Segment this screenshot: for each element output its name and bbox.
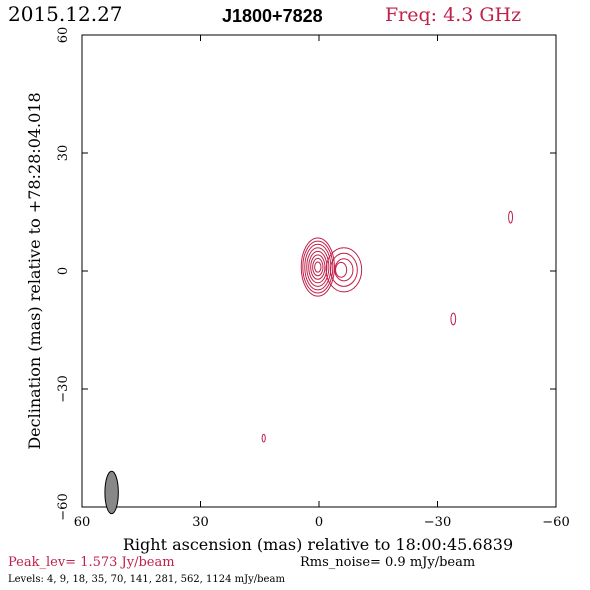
contour-ring — [325, 247, 363, 293]
x-axis-label: Right ascension (mas) relative to 18:00:… — [123, 535, 513, 554]
x-tick-label: 30 — [192, 515, 209, 530]
contour-ring — [450, 312, 457, 326]
axis-ticks — [81, 34, 557, 508]
component-spot-ne — [508, 210, 514, 224]
source-name: J1800+7828 — [222, 6, 323, 26]
plot-frame — [81, 34, 557, 508]
y-tick-label: −30 — [56, 375, 71, 402]
contour-ring — [306, 247, 330, 287]
beam-shape — [104, 470, 119, 515]
contour-ring — [310, 254, 326, 280]
component-jet-knot — [335, 261, 348, 278]
component-spot-sw — [261, 433, 266, 443]
y-tick-label: −60 — [56, 493, 71, 520]
component-jet — [325, 247, 363, 293]
frequency-label: Freq: 4.3 GHz — [385, 4, 521, 26]
contour-ring — [261, 433, 266, 443]
y-tick-label: 0 — [56, 267, 71, 275]
y-tick-labels: −60 −30 0 30 60 — [56, 27, 71, 521]
y-tick-label: 60 — [56, 27, 71, 44]
contour-ring — [508, 210, 514, 224]
rms-noise: Rms_noise= 0.9 mJy/beam — [300, 555, 475, 570]
x-tick-label: 60 — [74, 515, 91, 530]
beam-ellipse — [104, 470, 119, 515]
x-tick-label: −60 — [542, 515, 569, 530]
contour-levels: Levels: 4, 9, 18, 35, 70, 141, 281, 562,… — [8, 574, 285, 585]
contour-ring — [302, 240, 334, 294]
y-tick-label: 30 — [56, 145, 71, 162]
contour-ring — [334, 258, 354, 282]
contour-components — [261, 210, 514, 443]
contour-ring — [312, 257, 324, 277]
observation-date: 2015.12.27 — [8, 2, 123, 26]
contour-ring — [308, 250, 328, 284]
contour-ring — [300, 237, 335, 297]
peak-level: Peak_lev= 1.573 Jy/beam — [8, 555, 175, 570]
contour-ring — [335, 261, 348, 278]
y-axis-label: Declination (mas) relative to +78:28:04.… — [25, 92, 44, 449]
contour-ring — [314, 261, 322, 273]
component-spot-e — [450, 312, 457, 326]
component-core — [300, 237, 335, 297]
x-tick-label: 0 — [315, 515, 323, 530]
x-tick-labels: 60 30 0 −30 −60 — [74, 515, 570, 530]
x-tick-label: −30 — [424, 515, 451, 530]
contour-ring — [329, 252, 358, 287]
